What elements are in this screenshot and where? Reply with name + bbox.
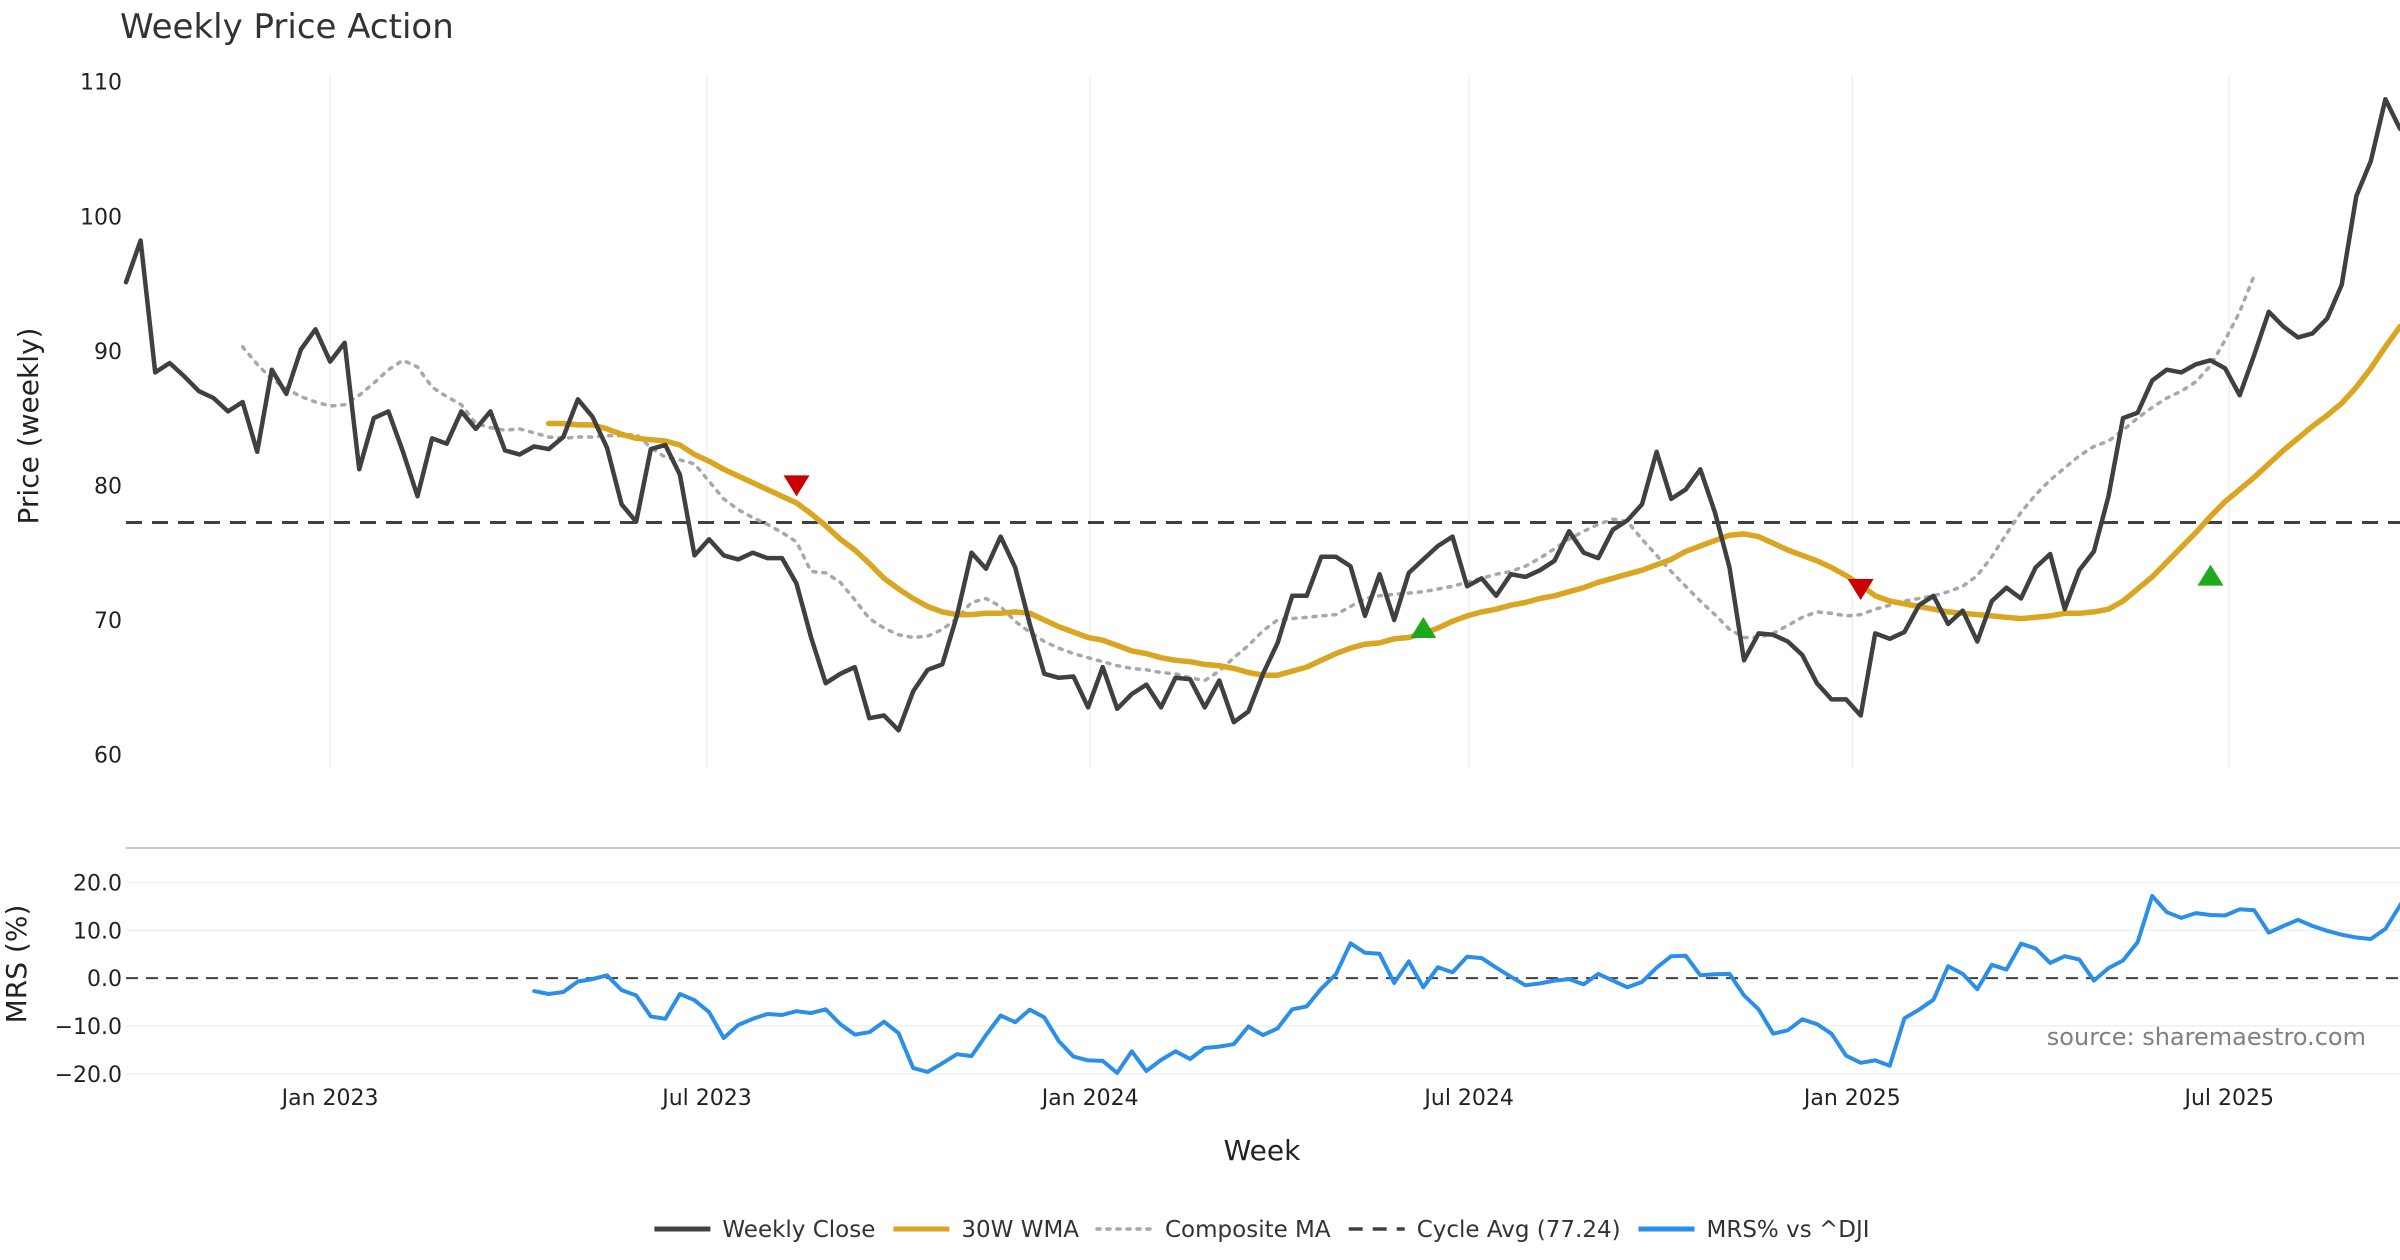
legend: Weekly Close 30W WMA Composite MA Cycle Avg… bbox=[654, 1217, 1870, 1243]
legend-label: Weekly Close bbox=[722, 1217, 875, 1243]
mrs-tick-label: 10.0 bbox=[73, 919, 122, 944]
legend-entry: MRS% vs ^DJI bbox=[1638, 1217, 1870, 1243]
x-tick-label: Jul 2023 bbox=[660, 1086, 752, 1111]
x-tick-label: Jul 2024 bbox=[1422, 1086, 1514, 1111]
wma-30w-line bbox=[545, 323, 2400, 678]
legend-label: Cycle Avg (77.24) bbox=[1417, 1217, 1621, 1243]
mrs-tick-label: −10.0 bbox=[55, 1015, 122, 1040]
x-tick-label: Jan 2023 bbox=[280, 1086, 379, 1111]
sell-signal-marker bbox=[1847, 579, 1874, 601]
signal-layer bbox=[783, 475, 2224, 639]
legend-entry: Composite MA bbox=[1095, 1217, 1331, 1243]
price-tick-label: 80 bbox=[94, 474, 122, 499]
buy-signal-marker bbox=[1410, 617, 1437, 639]
x-tick-label: Jan 2025 bbox=[1802, 1086, 1901, 1111]
mrs-tick-label: 0.0 bbox=[87, 967, 122, 992]
legend-entry: Cycle Avg (77.24) bbox=[1348, 1217, 1621, 1243]
mrs-tick-label: −20.0 bbox=[55, 1063, 122, 1088]
mrs-axis-title: MRS (%) bbox=[0, 905, 33, 1024]
legend-label: MRS% vs ^DJI bbox=[1707, 1217, 1870, 1243]
price-axis-title: Price (weekly) bbox=[12, 328, 45, 525]
weekly-close-line bbox=[123, 96, 2400, 733]
legend-entry: 30W WMA bbox=[893, 1217, 1079, 1243]
y-tick-labels: 60 70 80 90 100 110 −20.0 −10.0 0.0 10.0 20.0 bbox=[55, 71, 122, 1088]
price-grid bbox=[329, 75, 2230, 768]
buy-signal-marker bbox=[2197, 564, 2224, 586]
legend-label: 30W WMA bbox=[961, 1217, 1079, 1243]
x-tick-label: Jul 2025 bbox=[2182, 1086, 2274, 1111]
mrs-tick-label: 20.0 bbox=[73, 872, 122, 897]
price-tick-label: 60 bbox=[94, 744, 122, 769]
price-tick-label: 100 bbox=[80, 205, 122, 230]
mrs-grid bbox=[126, 881, 2400, 1075]
x-tick-label: Jan 2024 bbox=[1040, 1086, 1139, 1111]
legend-entry: Weekly Close bbox=[654, 1217, 875, 1243]
price-tick-label: 90 bbox=[94, 340, 122, 365]
source-note: source: sharemaestro.com bbox=[2047, 1023, 2366, 1051]
x-tick-labels: Jan 2023 Jul 2023 Jan 2024 Jul 2024 Jan 2025… bbox=[280, 1086, 2274, 1111]
sell-signal-marker bbox=[783, 475, 810, 497]
price-tick-label: 110 bbox=[80, 71, 122, 96]
composite-ma-line bbox=[240, 273, 2256, 683]
mrs-line bbox=[532, 893, 2400, 1075]
price-tick-label: 70 bbox=[94, 609, 122, 634]
series-layer bbox=[123, 96, 2400, 1075]
legend-label: Composite MA bbox=[1165, 1217, 1331, 1243]
chart-title: Weekly Price Action bbox=[120, 7, 454, 47]
x-axis-title: Week bbox=[1224, 1134, 1301, 1167]
